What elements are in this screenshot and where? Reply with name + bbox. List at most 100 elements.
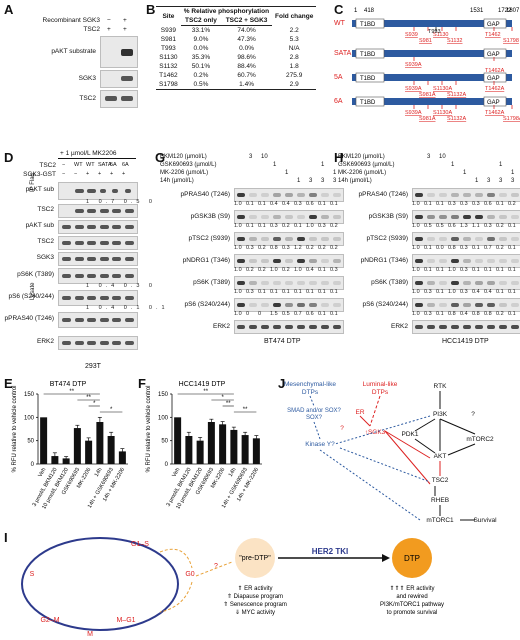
dashed-arrow	[319, 449, 421, 521]
band	[333, 303, 341, 307]
panel-letter-h: H	[334, 150, 344, 165]
table-cell: 35.3%	[191, 54, 211, 61]
node-luminal: DTPs	[372, 389, 389, 396]
gap-domain	[483, 96, 507, 107]
band	[511, 193, 519, 197]
blot-label: SGK3	[36, 254, 54, 261]
band	[511, 303, 519, 307]
arrow	[439, 418, 476, 435]
bar	[118, 451, 126, 464]
quant-value: 0.6	[484, 201, 492, 207]
construct-name: 6A	[334, 98, 343, 105]
panel-letter-d: D	[4, 150, 14, 165]
blot-strip	[412, 188, 520, 202]
table-header: Site	[156, 6, 181, 26]
band	[249, 215, 257, 219]
band	[475, 303, 483, 307]
treatment-value: 3	[333, 178, 337, 184]
treatment-label: GSK690693 (µmol/L)	[160, 162, 217, 168]
quant-value: 0.2	[258, 245, 266, 251]
quant-value: 1.0	[412, 245, 420, 251]
pre-dtp-note: ⇓ MYC activity	[235, 609, 275, 616]
y-tick-label: 50	[27, 439, 34, 445]
band	[439, 303, 447, 307]
bar	[219, 424, 227, 464]
table-cell: 50.1%	[191, 63, 211, 70]
blot-label: pAKT sub	[25, 222, 54, 229]
node-rheb: RHEB	[431, 497, 449, 504]
band	[87, 296, 96, 300]
band	[273, 281, 281, 285]
quant-value: 0.3	[460, 201, 468, 207]
dtp-note: and rewired	[396, 594, 427, 600]
bar	[241, 435, 249, 464]
band	[427, 215, 435, 219]
cell-line-label: BT474 DTP	[264, 338, 301, 345]
panel-a-value: +	[107, 26, 111, 33]
quant-value: 0.8	[484, 311, 492, 317]
band	[285, 303, 293, 307]
site-label: S981A	[419, 116, 436, 122]
x-tick-label: Veh	[171, 467, 181, 478]
band	[74, 257, 84, 261]
band	[273, 259, 281, 263]
blot-strip	[412, 232, 520, 246]
band	[99, 341, 109, 345]
band	[415, 237, 423, 241]
quant-value: 0.3	[318, 223, 326, 229]
treatment-label: 14h (µmol/L)	[160, 178, 194, 184]
construct-name: SATA	[334, 50, 352, 57]
blot-strip	[58, 204, 138, 218]
band	[427, 237, 435, 241]
band	[124, 296, 134, 300]
band	[249, 303, 257, 307]
quant-value: 0.4	[282, 201, 290, 207]
bar	[96, 422, 104, 464]
blot-strip	[412, 276, 520, 290]
node-rtk: RTK	[434, 383, 448, 390]
site-label: S1132	[447, 38, 463, 44]
panel-a-value: +	[123, 26, 127, 33]
quant-value: 0	[258, 311, 262, 317]
domain-label: GAP	[487, 22, 500, 28]
band	[511, 237, 519, 241]
dtp-note: to promote survival	[387, 610, 438, 616]
band	[112, 318, 121, 322]
panel-letter-c: C	[334, 2, 344, 17]
panel-a-row-label: Recombinant SGK3	[42, 17, 100, 24]
quant-value: 0.5	[282, 311, 290, 317]
treatment-value: 3	[321, 178, 325, 184]
quant-value: 0.1	[472, 245, 480, 251]
band	[74, 341, 84, 345]
band	[511, 215, 519, 219]
treatment-value: 3	[309, 178, 313, 184]
table-cell: 0.5%	[180, 80, 222, 90]
construct-name: 5A	[334, 74, 343, 81]
bar	[196, 440, 204, 464]
band	[463, 215, 471, 219]
cycle-phase: G2–M	[40, 617, 59, 624]
table-cell: 74.0%	[237, 27, 256, 34]
site-label: S1798A	[503, 116, 520, 122]
table-cell: T1462	[159, 72, 178, 79]
quant-value: 0.2	[496, 223, 504, 229]
band	[321, 193, 329, 197]
bar	[230, 429, 238, 464]
blot-label: pS6 (S240/244)	[8, 293, 54, 300]
node-smad: SMAD and/or SOX?	[287, 408, 341, 414]
blot-strip	[58, 268, 138, 284]
bar	[51, 456, 59, 464]
site-label: S939A	[405, 62, 422, 68]
band	[261, 237, 269, 241]
coord-label: 1807	[506, 8, 520, 14]
band	[273, 325, 281, 329]
quant-value: 0.4	[484, 289, 492, 295]
table-header-group: % Relative phosphorylation	[180, 6, 273, 16]
table-row: S1132 50.1% 88.4% 1.8	[156, 62, 316, 71]
band	[321, 215, 329, 219]
blot-label: pPRAS40 (T246)	[4, 315, 55, 322]
quant-value: 0.4	[270, 201, 278, 207]
domain-label: T1BD	[360, 52, 376, 58]
band	[463, 193, 471, 197]
coord-label: 1	[354, 8, 358, 14]
